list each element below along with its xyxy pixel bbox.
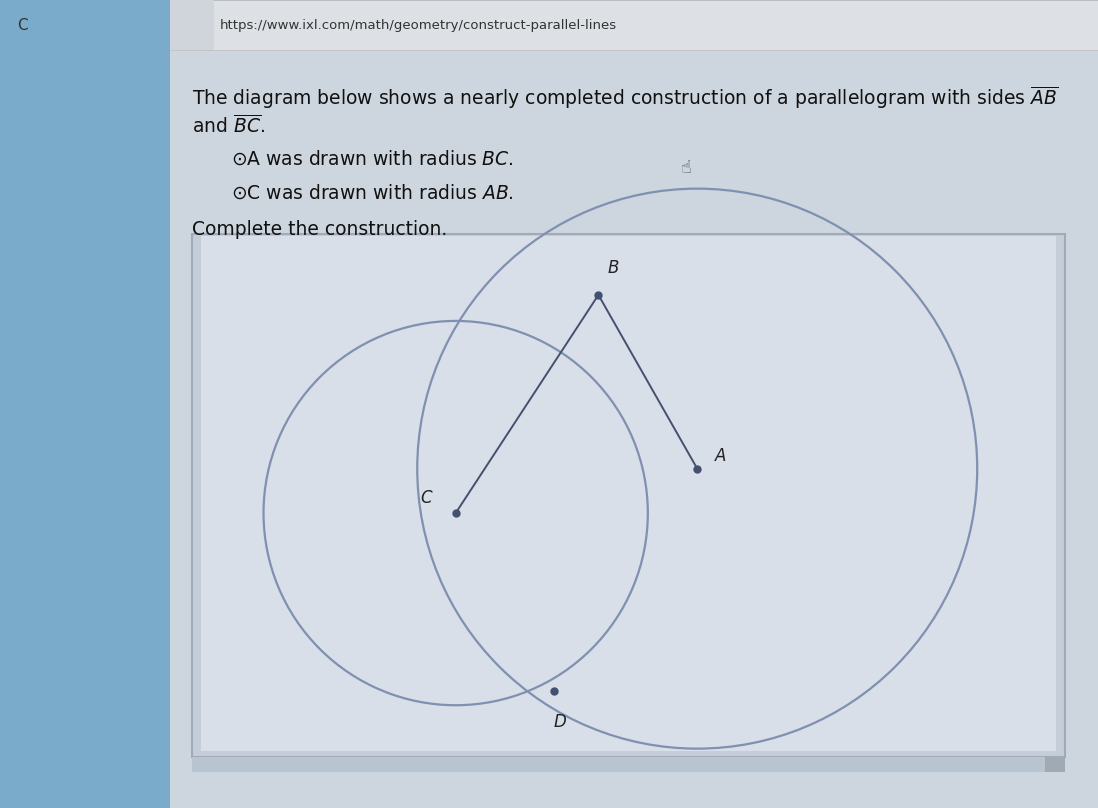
Text: The diagram below shows a nearly completed construction of a parallelogram with : The diagram below shows a nearly complet… — [192, 85, 1058, 112]
Text: Complete the construction.: Complete the construction. — [192, 220, 447, 239]
Text: $\odot$A was drawn with radius $BC$.: $\odot$A was drawn with radius $BC$. — [231, 149, 514, 169]
Bar — [170, 0, 214, 50]
Bar — [170, 50, 1098, 808]
Text: A: A — [715, 447, 726, 465]
Bar — [201, 236, 1056, 751]
Bar — [0, 0, 170, 808]
Text: C: C — [16, 18, 27, 32]
Text: C: C — [419, 489, 432, 507]
Text: https://www.ixl.com/math/geometry/construct-parallel-lines: https://www.ixl.com/math/geometry/constr… — [220, 19, 617, 32]
Text: $\odot$C was drawn with radius $AB$.: $\odot$C was drawn with radius $AB$. — [231, 184, 514, 204]
Text: B: B — [607, 259, 618, 277]
Text: D: D — [553, 713, 567, 731]
Bar — [1045, 757, 1065, 772]
Bar — [192, 234, 1065, 757]
Text: ☝: ☝ — [681, 158, 692, 176]
Bar — [170, 0, 1098, 50]
Bar — [192, 757, 1065, 772]
Text: and $\overline{BC}$.: and $\overline{BC}$. — [192, 115, 266, 137]
